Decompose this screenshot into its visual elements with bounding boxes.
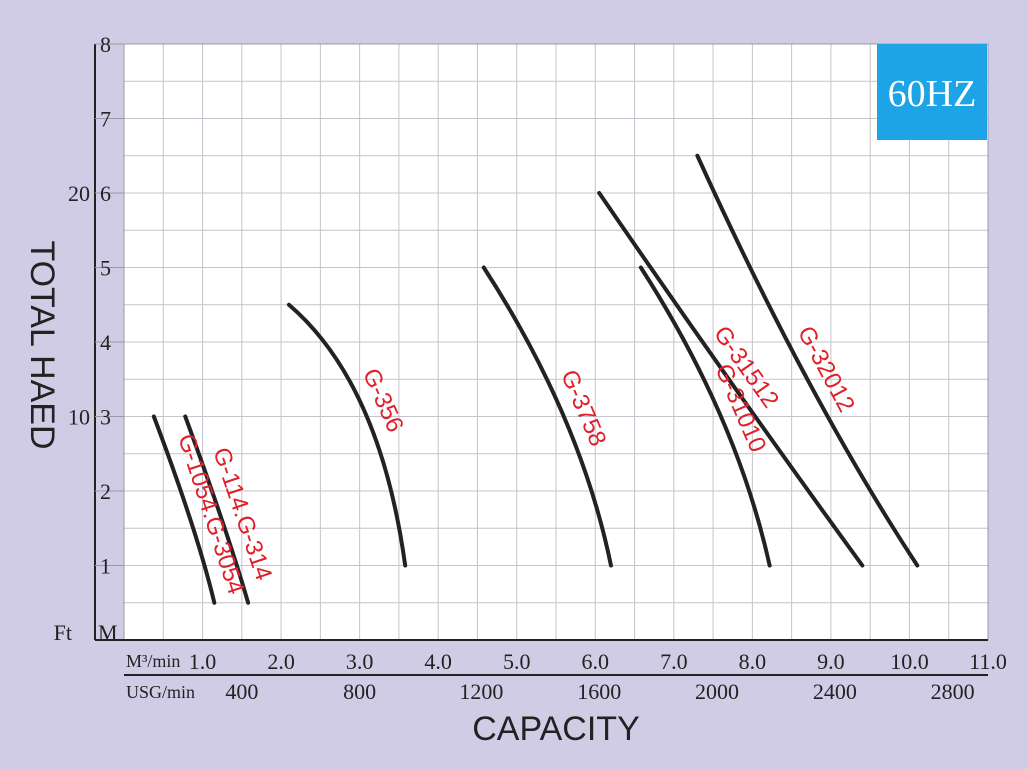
pump-curve [151, 414, 217, 605]
x2-tick-label: 2400 [813, 679, 857, 704]
y2-tick-labels: 10 20 [68, 181, 90, 430]
y2-tick-label: 10 [68, 405, 90, 430]
frequency-badge-text: 60HZ [888, 73, 977, 115]
y-tick-label: 4 [100, 330, 111, 355]
x-tick-label: 9.0 [817, 649, 845, 674]
x-tick-label: 10.0 [890, 649, 929, 674]
x2-tick-labels: 400 800 1200 1600 2000 2400 2800 [225, 679, 974, 704]
frequency-badge [877, 44, 987, 140]
pump-curve [481, 265, 613, 568]
x2-tick-label: 2000 [695, 679, 739, 704]
x-axis-title: CAPACITY [472, 710, 640, 748]
y-tick-label: 3 [100, 405, 111, 430]
x-tick-label: 2.0 [267, 649, 295, 674]
x2-tick-label: 400 [225, 679, 258, 704]
x-tick-label: 11.0 [969, 649, 1007, 674]
pump-curve [183, 414, 251, 605]
x-tick-label: 7.0 [660, 649, 688, 674]
y-tick-label: 8 [100, 32, 111, 57]
x2-unit-label: USG/min [126, 682, 195, 702]
x-tick-label: 5.0 [503, 649, 531, 674]
y2-unit-label: Ft [54, 620, 72, 645]
x2-tick-label: 800 [343, 679, 376, 704]
y-tick-label: 6 [100, 181, 111, 206]
y-tick-labels: 1 2 3 4 5 6 7 8 [95, 32, 124, 579]
x2-tick-label: 1200 [459, 679, 503, 704]
x-tick-labels: 1.0 2.0 3.0 4.0 5.0 6.0 7.0 8.0 9.0 10.0 11.0 [189, 649, 1007, 674]
x-unit-label: M³/min [126, 651, 180, 671]
pump-curve [286, 302, 408, 568]
y-unit-label: M [98, 620, 118, 645]
y2-tick-label: 20 [68, 181, 90, 206]
x2-tick-label: 1600 [577, 679, 621, 704]
x-tick-label: 4.0 [424, 649, 452, 674]
x-tick-label: 1.0 [189, 649, 217, 674]
x2-tick-label: 2800 [931, 679, 975, 704]
pump-curves [151, 153, 920, 605]
grid-lines [124, 44, 988, 640]
y-tick-label: 5 [100, 256, 111, 281]
x-tick-label: 3.0 [346, 649, 374, 674]
x-tick-label: 8.0 [739, 649, 767, 674]
x-tick-label: 6.0 [582, 649, 610, 674]
y-tick-label: 1 [100, 554, 111, 579]
pump-curve [597, 191, 865, 568]
y-tick-label: 7 [100, 107, 111, 132]
y-axis-title: TOTAL HAED [23, 240, 61, 449]
y-tick-label: 2 [100, 479, 111, 504]
pump-curve [695, 153, 920, 568]
pump-curve [638, 265, 772, 568]
